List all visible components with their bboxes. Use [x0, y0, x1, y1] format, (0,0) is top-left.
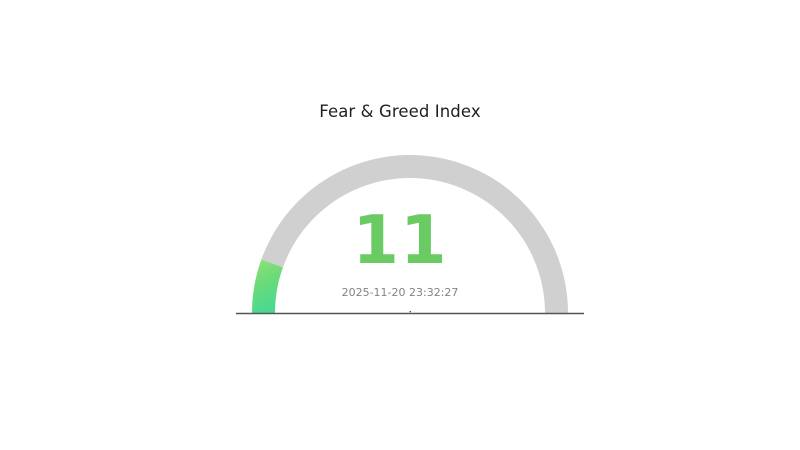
gauge-progress-arc: [252, 259, 283, 313]
gauge-track-arc: [261, 154, 568, 313]
gauge-timestamp-label: 2025-11-20 23:32:27: [341, 286, 459, 299]
gauge-value-readout: 11: [352, 201, 448, 279]
page-title: Fear & Greed Index: [319, 102, 481, 121]
